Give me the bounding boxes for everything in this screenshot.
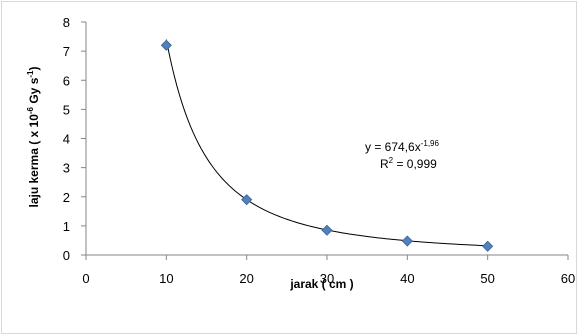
y-tick-label: 7 <box>63 44 70 59</box>
x-axis-title: jarak ( cm ) <box>289 277 353 291</box>
y-tick-label: 3 <box>63 161 70 176</box>
x-tick-label: 30 <box>320 271 334 286</box>
y-tick-label: 4 <box>63 132 70 147</box>
x-tick-label: 40 <box>400 271 414 286</box>
y-axis <box>81 21 87 256</box>
y-tick-labels: 0 1 2 3 4 5 6 7 8 <box>63 15 70 263</box>
y-tick-label: 0 <box>63 248 70 263</box>
y-tick-label: 6 <box>63 73 70 88</box>
x-tick-label: 20 <box>239 271 253 286</box>
r-squared-exponent: 2 <box>389 156 394 165</box>
y-tick-label: 1 <box>63 219 70 234</box>
y-axis-title: laju kerma ( x 10-6 Gy s-1) <box>26 67 41 208</box>
y-tick-label: 2 <box>63 190 70 205</box>
x-tick-label: 0 <box>82 271 89 286</box>
x-tick-label: 50 <box>480 271 494 286</box>
trendline-equation: y = 674,6x-1,96 <box>365 139 440 154</box>
trendline <box>165 39 488 247</box>
y-tick-label: 8 <box>63 15 70 30</box>
x-tick-labels: 0 10 20 30 40 50 60 <box>82 271 575 286</box>
x-tick-label: 60 <box>561 271 575 286</box>
data-point <box>482 240 494 252</box>
equation-exponent: -1,96 <box>421 139 440 148</box>
x-axis <box>85 254 569 260</box>
data-point <box>321 224 333 236</box>
data-point <box>401 235 413 247</box>
data-point <box>160 39 172 51</box>
r-squared-label: R2 = 0,999 <box>380 156 437 171</box>
trendline-curve <box>165 39 488 247</box>
x-tick-label: 10 <box>159 271 173 286</box>
data-points <box>160 39 494 252</box>
data-point <box>241 194 253 206</box>
y-tick-label: 5 <box>63 102 70 117</box>
